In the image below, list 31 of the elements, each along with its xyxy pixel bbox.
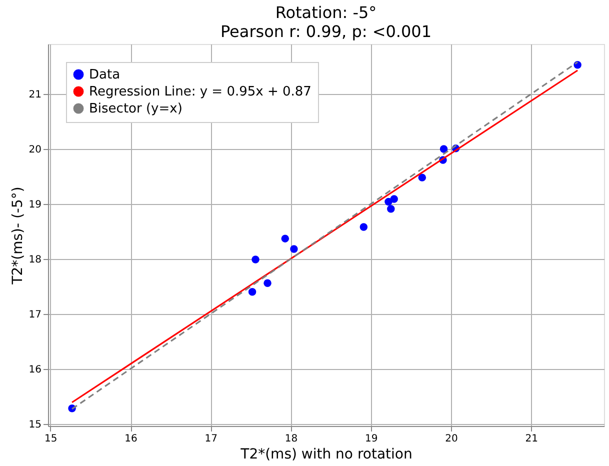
y-axis-title: T2*(ms)- (-5°) — [10, 186, 26, 286]
x-tick-label: 21 — [525, 434, 538, 444]
legend-label: Bisector (y=x) — [89, 102, 182, 116]
point — [290, 245, 298, 253]
point — [440, 145, 448, 153]
legend-label: Data — [89, 68, 120, 82]
y-tick-label: 15 — [28, 419, 42, 430]
point — [387, 205, 395, 213]
point — [360, 223, 368, 231]
point — [252, 256, 260, 264]
x-tick-label: 20 — [445, 434, 458, 444]
y-tick-label: 18 — [28, 254, 42, 266]
legend-label: Regression Line: y = 0.95x + 0.87 — [89, 84, 312, 100]
point — [418, 174, 426, 182]
x-axis-title: T2*(ms) with no rotation — [240, 446, 412, 462]
point — [390, 195, 398, 203]
point — [281, 234, 290, 242]
x-tick-label: 18 — [284, 434, 298, 444]
point — [248, 288, 256, 296]
point — [264, 279, 272, 287]
y-tick-label: 16 — [28, 364, 42, 376]
x-tick-label: 17 — [204, 434, 218, 444]
y-tick-label: 21 — [28, 90, 42, 101]
chart-title: Rotation: -5° — [275, 3, 377, 22]
x-tick-label: 15 — [44, 434, 58, 444]
y-tick-label: 20 — [28, 144, 42, 156]
chart-subtitle: Pearson r: 0.99, p: <0.001 — [220, 22, 432, 41]
x-tick-label: 16 — [124, 434, 138, 444]
x-tick-label: 19 — [364, 434, 378, 444]
y-tick-label: 17 — [28, 309, 42, 320]
y-tick-label: 19 — [28, 199, 42, 210]
